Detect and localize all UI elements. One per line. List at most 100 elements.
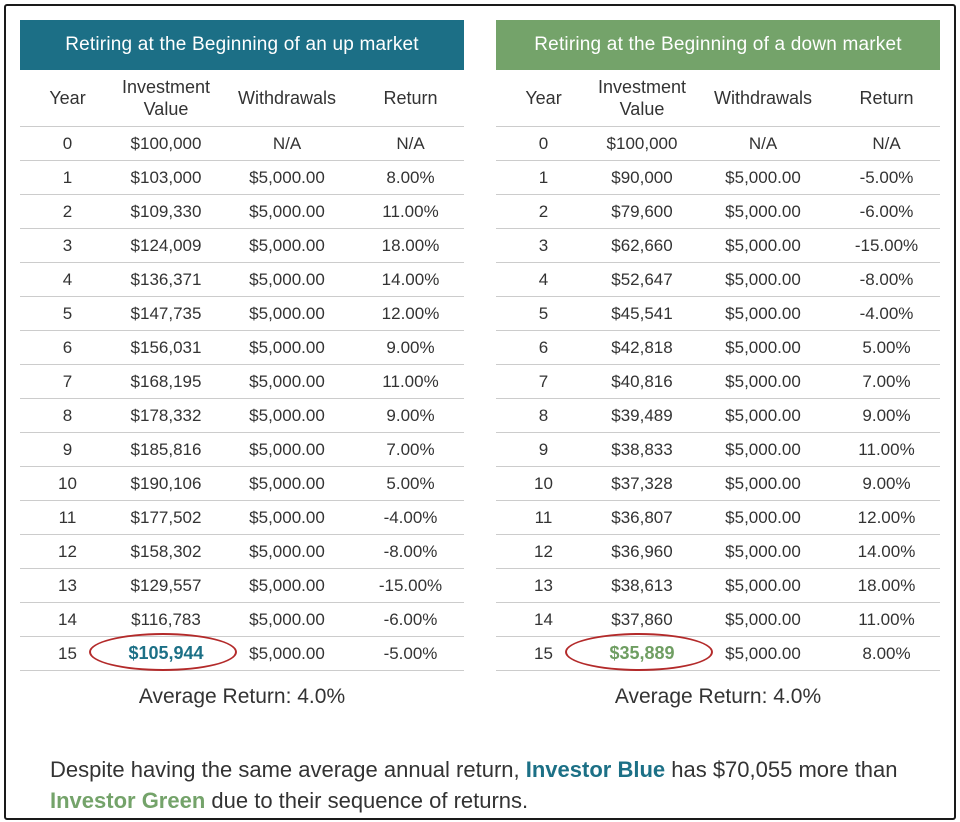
year-cell: 11 [20,500,115,535]
withdrawal-cell: $5,000.00 [217,466,357,501]
year-cell: 12 [496,534,591,569]
return-cell: 8.00% [357,160,464,195]
investment-value-cell: $129,557 [115,568,217,603]
up-market-panel: Retiring at the Beginning of an up marke… [20,20,464,709]
year-cell: 3 [20,228,115,263]
investment-value-header: Investment Value [115,70,217,127]
investment-value-cell: $36,960 [591,534,693,569]
withdrawal-cell: $5,000.00 [693,364,833,399]
investment-value-cell: $45,541 [591,296,693,331]
withdrawal-cell: $5,000.00 [217,432,357,467]
return-cell: -5.00% [833,160,940,195]
table-header-row: Year Investment Value Withdrawals Return [20,70,464,127]
withdrawal-cell: $5,000.00 [217,194,357,229]
table-row: 7 $168,195 $5,000.00 11.00% [20,364,464,399]
year-cell: 2 [20,194,115,229]
table-row: 9 $38,833 $5,000.00 11.00% [496,432,940,467]
withdrawal-cell: $5,000.00 [693,466,833,501]
year-cell: 1 [496,160,591,195]
withdrawal-cell: $5,000.00 [693,432,833,467]
investment-value-cell: $147,735 [115,296,217,331]
withdrawal-cell: $5,000.00 [217,534,357,569]
return-cell: N/A [833,126,940,161]
year-cell: 15 [20,636,115,671]
investment-value-cell: $38,613 [591,568,693,603]
table-row: 1 $90,000 $5,000.00 -5.00% [496,160,940,195]
return-cell: -6.00% [833,194,940,229]
year-cell: 4 [20,262,115,297]
year-cell: 5 [20,296,115,331]
return-cell: 5.00% [357,466,464,501]
return-cell: -4.00% [357,500,464,535]
year-header: Year [496,70,591,127]
investment-value-cell: $39,489 [591,398,693,433]
year-cell: 1 [20,160,115,195]
return-cell: 9.00% [833,398,940,433]
year-cell: 7 [496,364,591,399]
summary-part1: Despite having the same average annual r… [50,757,526,782]
withdrawal-cell: $5,000.00 [693,602,833,637]
return-cell: 14.00% [357,262,464,297]
withdrawal-cell: $5,000.00 [217,602,357,637]
table-row: 6 $156,031 $5,000.00 9.00% [20,330,464,365]
withdrawal-cell: $5,000.00 [217,636,357,671]
table-row: 13 $129,557 $5,000.00 -15.00% [20,568,464,603]
return-cell: 14.00% [833,534,940,569]
investment-value-cell: $35,889 [565,633,713,671]
up-market-table: Year Investment Value Withdrawals Return… [20,70,464,671]
year-cell: 15 [496,636,591,671]
return-cell: 18.00% [357,228,464,263]
table-row: 0 $100,000 N/A N/A [496,126,940,161]
up-market-title: Retiring at the Beginning of an up marke… [20,20,464,70]
return-cell: 7.00% [833,364,940,399]
table-row: 2 $109,330 $5,000.00 11.00% [20,194,464,229]
withdrawal-cell: $5,000.00 [693,296,833,331]
investment-value-cell: $103,000 [115,160,217,195]
withdrawal-cell: $5,000.00 [217,398,357,433]
return-cell: N/A [357,126,464,161]
table-row: 6 $42,818 $5,000.00 5.00% [496,330,940,365]
down-market-title: Retiring at the Beginning of a down mark… [496,20,940,70]
year-cell: 8 [496,398,591,433]
withdrawal-cell: $5,000.00 [693,500,833,535]
withdrawal-cell: $5,000.00 [693,228,833,263]
investment-value-cell: $37,328 [591,466,693,501]
investment-header-line1: Investment [597,77,687,97]
down-market-table: Year Investment Value Withdrawals Return… [496,70,940,671]
year-cell: 8 [20,398,115,433]
year-header: Year [20,70,115,127]
return-header: Return [833,70,940,127]
year-cell: 11 [496,500,591,535]
investment-header-line2: Value [143,99,189,119]
year-cell: 13 [496,568,591,603]
withdrawal-cell: $5,000.00 [217,228,357,263]
return-cell: 12.00% [833,500,940,535]
final-value: $105,944 [128,643,204,663]
return-cell: 7.00% [357,432,464,467]
investment-header-line2: Value [619,99,665,119]
table-row: 14 $37,860 $5,000.00 11.00% [496,602,940,637]
table-row: 8 $178,332 $5,000.00 9.00% [20,398,464,433]
investment-value-cell: $36,807 [591,500,693,535]
return-cell: 11.00% [357,194,464,229]
investment-value-header: Investment Value [591,70,693,127]
withdrawal-cell: $5,000.00 [693,568,833,603]
year-cell: 5 [496,296,591,331]
withdrawal-cell: $5,000.00 [217,296,357,331]
return-cell: -5.00% [357,636,464,671]
return-cell: 5.00% [833,330,940,365]
table-row: 15 $105,944 $5,000.00 -5.00% [20,633,464,671]
investment-header-line1: Investment [121,77,211,97]
return-cell: -6.00% [357,602,464,637]
return-cell: 9.00% [357,398,464,433]
return-header: Return [357,70,464,127]
investment-value-cell: $156,031 [115,330,217,365]
document-frame: Retiring at the Beginning of an up marke… [4,4,956,820]
summary-text: Despite having the same average annual r… [50,754,950,816]
withdrawal-cell: $5,000.00 [217,364,357,399]
summary-part3: due to their sequence of returns. [205,788,529,813]
year-cell: 6 [20,330,115,365]
return-cell: 11.00% [833,602,940,637]
withdrawal-cell: $5,000.00 [217,568,357,603]
withdrawal-cell: N/A [693,126,833,161]
